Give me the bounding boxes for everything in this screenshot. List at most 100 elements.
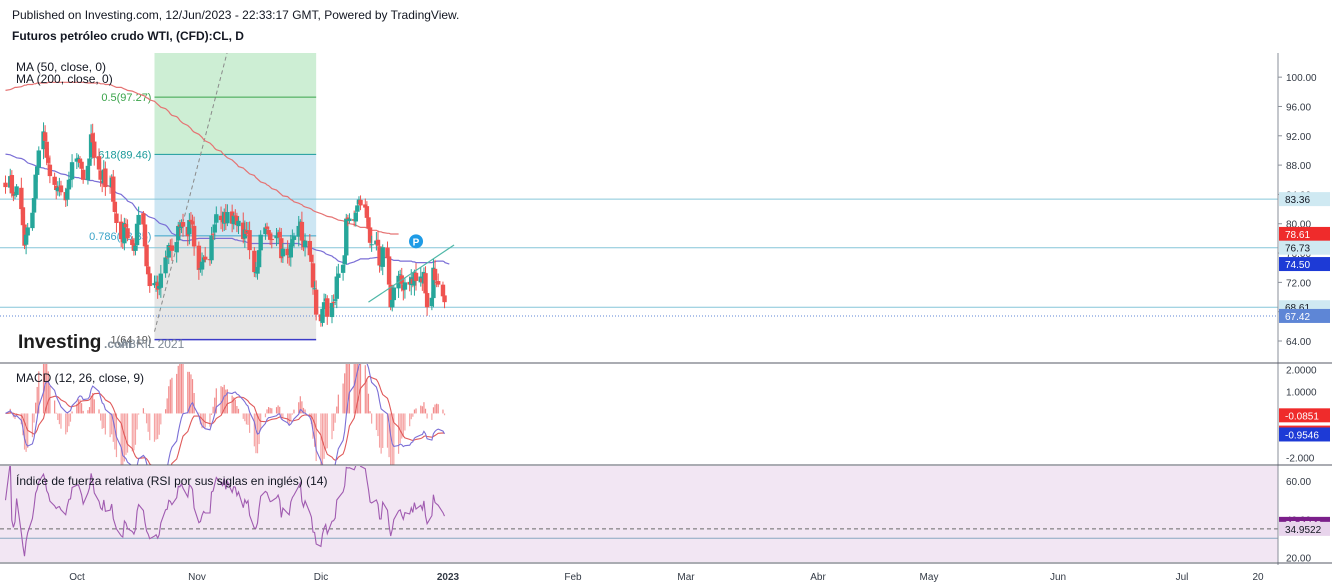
candle-body (242, 229, 248, 239)
fib-trend-dashed-line (154, 53, 228, 332)
candle-body (47, 164, 53, 177)
candle-body (377, 246, 382, 266)
candle-body (310, 263, 316, 288)
macd-value-tag-bg (1279, 408, 1330, 423)
candle-body (364, 206, 370, 218)
candle-body (436, 281, 441, 285)
candle-body (187, 220, 192, 235)
rsi-title: Índice de fuerza relativa (RSI por sus s… (16, 473, 327, 488)
macd-value-tag-bg (1279, 427, 1330, 442)
candle-body (391, 287, 397, 301)
candle-body (42, 132, 48, 141)
candle-body (258, 234, 263, 251)
candle-body (390, 299, 395, 308)
price-tick-label: 88.00 (1286, 161, 1311, 172)
candle-body (296, 225, 301, 237)
candle-body (209, 235, 214, 261)
candle-body (397, 274, 403, 276)
rsi-line (4, 466, 446, 557)
candle-body (68, 179, 73, 181)
p-marker[interactable]: P (409, 234, 424, 249)
candle-body (92, 141, 97, 158)
candle-body (440, 284, 446, 297)
candle-body (291, 236, 297, 240)
candle-body (431, 267, 436, 299)
candle-body (188, 219, 194, 222)
p-marker-label: P (413, 237, 420, 248)
candle-body (332, 299, 338, 301)
candle-body (280, 248, 286, 257)
candle-body (299, 221, 305, 241)
rsi-value-tag[interactable]: 34.9522 (1279, 521, 1330, 536)
candle-body (36, 150, 41, 168)
fib-zone-upper (154, 53, 317, 155)
candle-body (85, 165, 91, 181)
candle-body (196, 245, 202, 270)
rsi-tick-label: 20.00 (1286, 553, 1311, 564)
price-tag[interactable]: 78.61 (1279, 226, 1330, 241)
price-tag[interactable]: 83.36 (1279, 192, 1330, 207)
candle-body (203, 256, 208, 260)
rsi-tick-label: 60.00 (1286, 477, 1311, 488)
macd-value-tag[interactable]: -0.9546 (1279, 427, 1330, 442)
candle-body (96, 156, 102, 170)
trend-line[interactable] (368, 244, 455, 303)
candle-body (74, 158, 80, 162)
price-tag-text: 74.50 (1285, 260, 1310, 271)
price-tick-label: 80.00 (1286, 220, 1311, 231)
candle-body (212, 224, 217, 233)
candle-body (210, 233, 216, 235)
candle-body (302, 240, 308, 248)
rsi-value-tag-bg (1279, 521, 1330, 536)
watermark-suffix: .com (104, 337, 132, 351)
candle-body (386, 256, 392, 285)
candle-body (355, 205, 360, 212)
candle-body (147, 273, 152, 287)
candle-body (388, 284, 393, 308)
price-tag[interactable]: 67.42 (1279, 308, 1330, 323)
candle-body (155, 282, 160, 290)
candle-body (87, 158, 92, 166)
candle-body (312, 288, 317, 290)
candle-body (46, 157, 51, 163)
candle-body (142, 224, 148, 247)
legend-ma50: MA (50, close, 0) (16, 60, 106, 74)
candle-body (413, 272, 419, 281)
rsi-pane-background (0, 466, 1278, 562)
macd-value-tag[interactable]: -0.0851 (1279, 408, 1330, 423)
price-tag[interactable]: 74.50 (1279, 257, 1330, 272)
candle-body (158, 273, 164, 288)
candle-body (247, 230, 252, 251)
candle-body (103, 168, 108, 188)
ma200-line (5, 81, 399, 235)
candle-body (277, 231, 282, 238)
candle-body (342, 255, 347, 264)
candle-body (77, 159, 83, 163)
publish-note: Published on Investing.com, 12/Jun/2023 … (12, 8, 460, 22)
time-axis-label: May (920, 572, 939, 583)
watermark-brand: Investing (18, 332, 101, 353)
candle-body (69, 162, 75, 180)
p-marker-circle (409, 234, 424, 249)
candle-body (366, 217, 371, 229)
candle-body (264, 226, 270, 229)
fib-level-label: 0.618(89.46) (89, 149, 151, 161)
candle-body (14, 186, 19, 195)
price-tag[interactable]: 76.73 (1279, 240, 1330, 255)
price-tag-bg (1279, 226, 1330, 241)
candle-body (55, 187, 61, 192)
candle-body (218, 215, 224, 221)
candle-body (180, 222, 186, 227)
candle-body (325, 298, 330, 317)
candle-body (290, 239, 295, 247)
price-tag-bg (1279, 240, 1330, 255)
time-axis-label: Jun (1050, 572, 1066, 583)
candle-body (375, 239, 381, 246)
candle-body (347, 218, 352, 222)
candle-body (66, 179, 72, 190)
candle-body (225, 212, 230, 224)
candle-body (266, 229, 271, 235)
candle-body (163, 257, 168, 274)
candle-body (176, 225, 181, 241)
